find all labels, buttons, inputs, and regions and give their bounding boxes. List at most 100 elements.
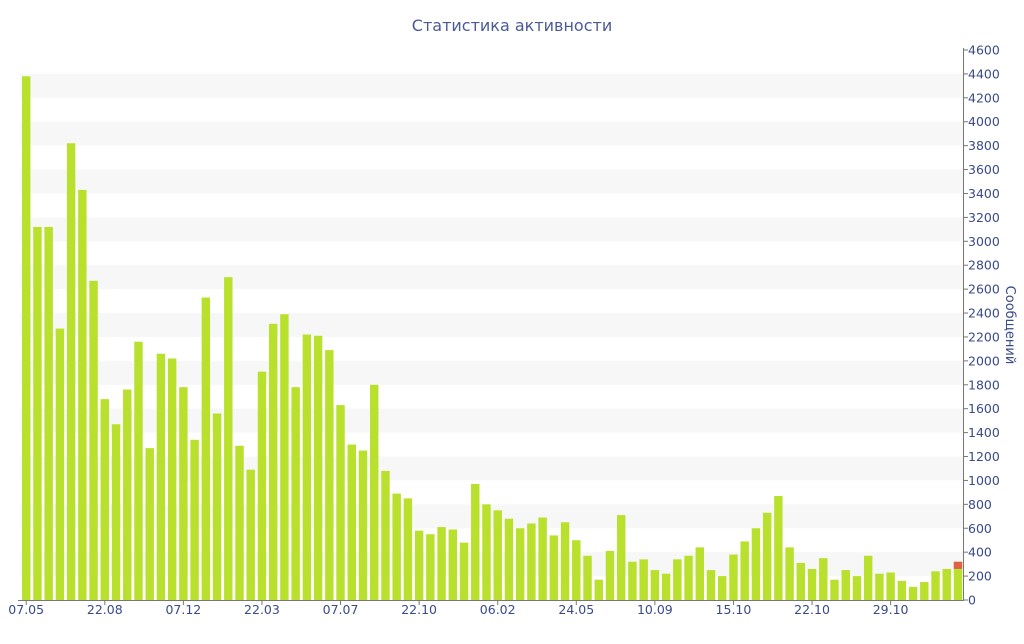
bar: [302, 334, 312, 600]
bar: [471, 484, 480, 600]
bar: [908, 586, 918, 600]
bar: [942, 568, 951, 600]
grid-bands: [20, 73, 963, 577]
bar: [134, 341, 143, 600]
x-tick-labels: 07.05 22.08 07.12 22.03 07.07 22.10 06.02 24.05…: [8, 602, 908, 617]
y-tick-label: 800: [968, 497, 992, 512]
grid-band: [20, 265, 963, 290]
bar: [740, 541, 749, 600]
bar: [953, 561, 963, 600]
bar: [527, 523, 536, 600]
bar: [594, 579, 603, 600]
bar: [830, 579, 839, 600]
bar-highlight: [953, 561, 963, 569]
bar: [482, 504, 491, 600]
y-tick-label: 0: [968, 593, 976, 608]
x-tick-label: 22.10: [401, 602, 437, 617]
y-tick-label: 4000: [968, 114, 1000, 129]
bar: [89, 280, 98, 600]
bar: [515, 528, 525, 600]
x-tick-label: 07.07: [323, 602, 359, 617]
x-tick-label: 29.10: [873, 602, 909, 617]
grid-band: [20, 360, 963, 385]
bar: [639, 559, 648, 600]
y-tick-label: 4600: [968, 43, 1000, 58]
y-tick-label: 2200: [968, 329, 1000, 344]
grid-band: [20, 552, 963, 577]
bar: [414, 530, 424, 600]
bar: [684, 555, 693, 600]
bar: [246, 469, 255, 600]
bar: [459, 542, 469, 600]
y-tick-label: 2400: [968, 306, 1000, 321]
bar: [167, 358, 177, 600]
bar: [403, 498, 413, 600]
x-tick-label: 22.08: [87, 602, 123, 617]
axes: [18, 48, 968, 605]
bar: [785, 547, 794, 600]
x-tick-label: 15.10: [716, 602, 752, 617]
bar: [235, 445, 244, 600]
bar: [920, 582, 929, 600]
grid-band: [20, 408, 963, 433]
grid-band: [20, 504, 963, 529]
bar: [347, 444, 356, 600]
bar: [931, 571, 940, 600]
bar: [212, 413, 222, 600]
bar: [718, 576, 727, 600]
chart-title: Статистика активности: [412, 16, 612, 35]
bar: [852, 576, 862, 600]
y-tick-label: 1200: [968, 449, 1000, 464]
bar: [224, 277, 233, 600]
grid-band: [20, 456, 963, 481]
bar: [695, 547, 704, 600]
bar: [863, 555, 873, 600]
bar: [628, 561, 637, 600]
bar: [145, 448, 154, 600]
bar: [426, 534, 435, 600]
y-tick-label: 3200: [968, 210, 1000, 225]
bar: [448, 529, 458, 600]
x-tick-label: 07.12: [165, 602, 201, 617]
y-tick-label: 1000: [968, 473, 1000, 488]
y-tick-label: 200: [968, 569, 992, 584]
bar: [673, 559, 682, 600]
bar: [22, 76, 31, 601]
bar: [616, 515, 626, 600]
y-tick-label: 1800: [968, 377, 1000, 392]
grid-band: [20, 73, 963, 98]
bar: [313, 335, 323, 600]
bar: [841, 570, 850, 600]
bar: [774, 495, 783, 600]
bar: [751, 528, 761, 600]
grid-band: [20, 169, 963, 194]
bar: [268, 323, 278, 600]
bar: [44, 226, 53, 600]
bar: [123, 389, 132, 600]
bar: [819, 558, 828, 600]
bar: [538, 517, 547, 600]
bar: [493, 510, 502, 600]
x-tick-label: 06.02: [480, 602, 516, 617]
bar: [358, 450, 368, 600]
x-tick-label: 24.05: [558, 602, 594, 617]
grid-band: [20, 313, 963, 337]
bar: [560, 522, 570, 600]
bar: [706, 570, 716, 600]
bar: [156, 353, 166, 600]
bar: [190, 439, 199, 600]
bar: [886, 572, 895, 600]
grid-band: [20, 121, 963, 146]
y-axis-label: Сообщений: [1002, 286, 1017, 365]
bar: [179, 387, 188, 600]
bar: [583, 555, 592, 600]
bars: [22, 76, 963, 601]
bar: [661, 573, 671, 600]
y-tick-label: 3000: [968, 234, 1000, 249]
bar: [729, 554, 738, 600]
bar: [325, 350, 334, 600]
y-tick-label: 600: [968, 521, 992, 536]
bar: [78, 189, 87, 600]
